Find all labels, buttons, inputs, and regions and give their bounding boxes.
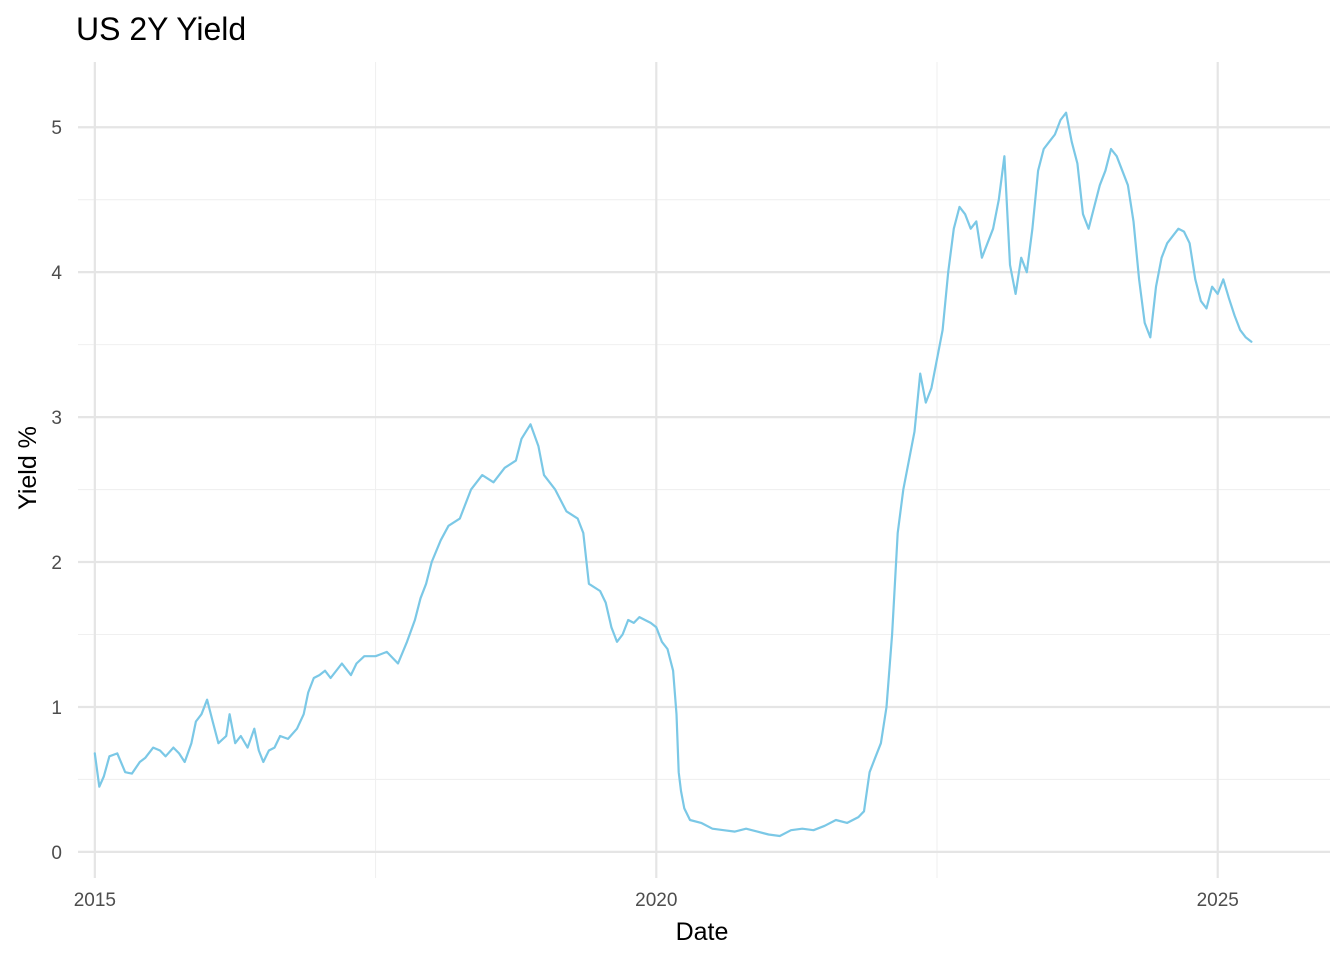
x-tick-label: 2015 bbox=[74, 890, 116, 911]
x-tick-label: 2025 bbox=[1197, 890, 1239, 911]
y-axis-tick-labels: 0 1 2 3 4 5 bbox=[51, 118, 62, 864]
major-gridlines bbox=[78, 62, 1330, 878]
y-tick-label: 0 bbox=[51, 843, 62, 864]
series-group bbox=[93, 111, 1253, 838]
chart-title: US 2Y Yield bbox=[76, 11, 246, 47]
x-axis-title: Date bbox=[676, 918, 729, 946]
minor-gridlines bbox=[78, 62, 1330, 878]
y-tick-label: 5 bbox=[51, 118, 62, 139]
y-tick-label: 2 bbox=[51, 553, 62, 574]
y-tick-label: 1 bbox=[51, 698, 62, 719]
y-tick-label: 3 bbox=[51, 408, 62, 429]
x-tick-label: 2020 bbox=[635, 890, 677, 911]
y-axis-title: Yield % bbox=[14, 426, 42, 510]
y-tick-label: 4 bbox=[51, 263, 62, 284]
x-axis-tick-labels: 2015 2020 2025 bbox=[74, 890, 1239, 911]
series-line bbox=[93, 111, 1253, 838]
